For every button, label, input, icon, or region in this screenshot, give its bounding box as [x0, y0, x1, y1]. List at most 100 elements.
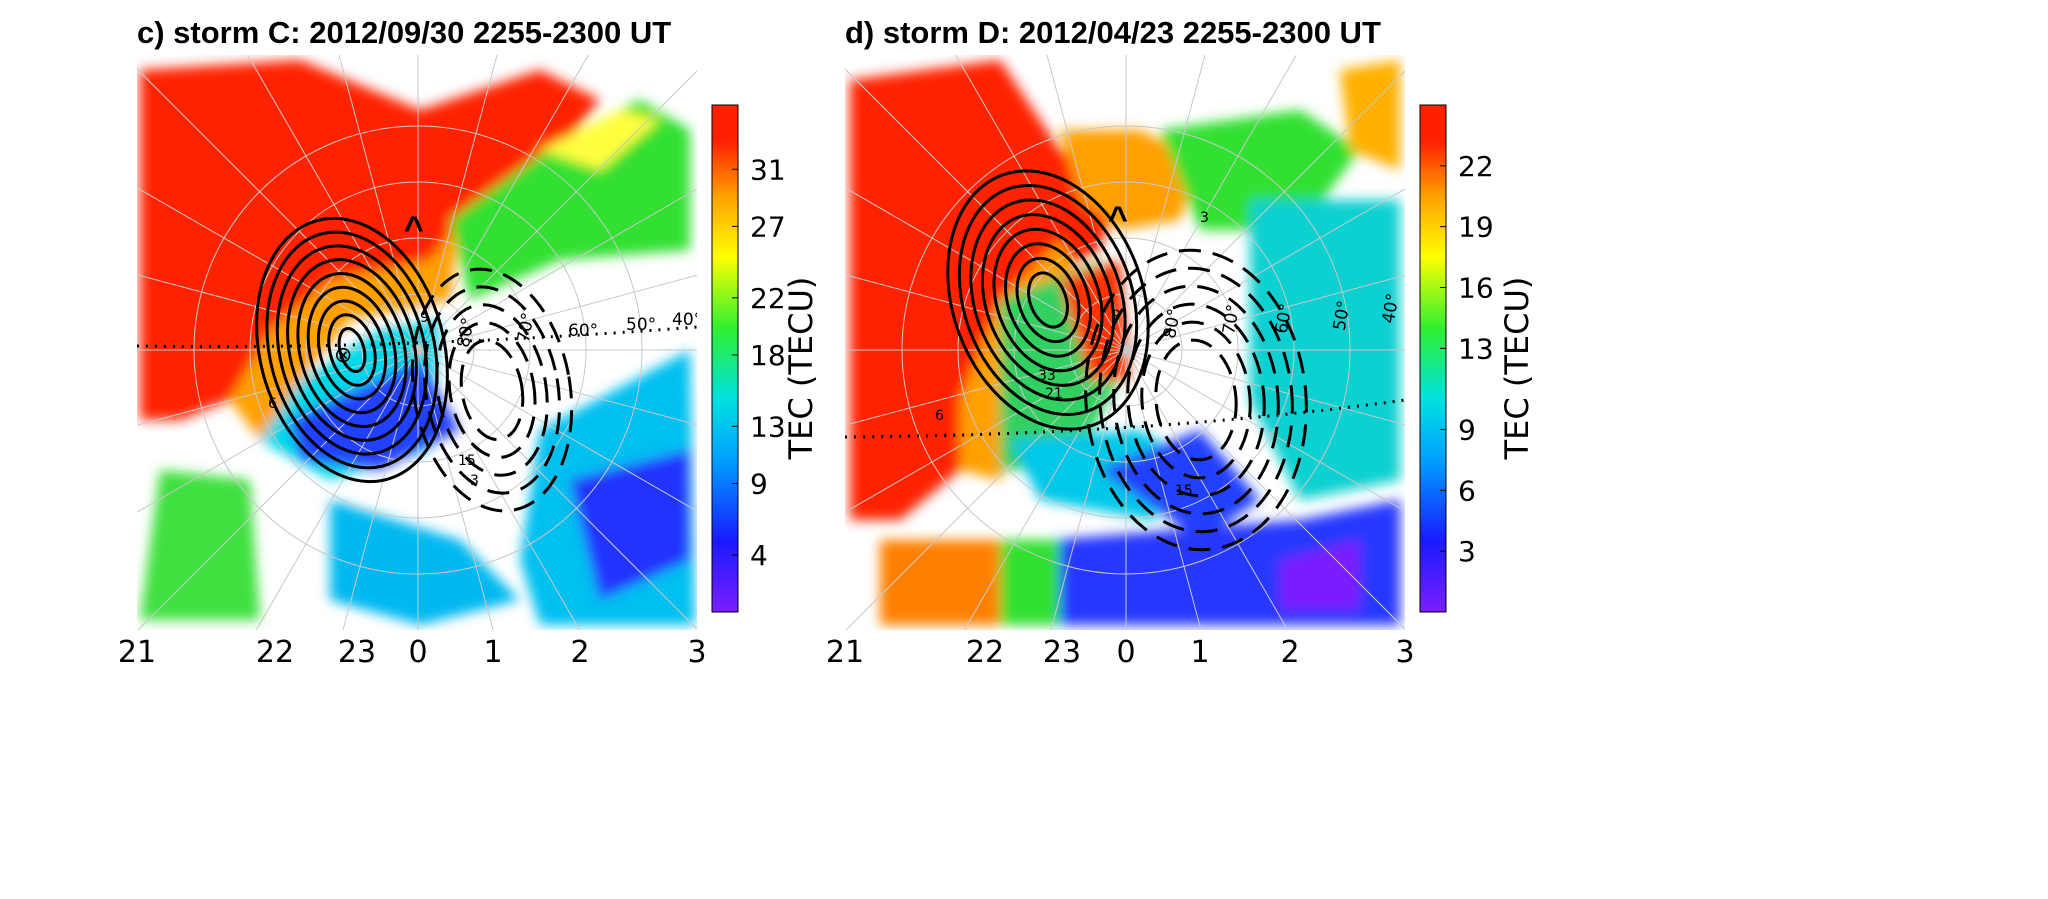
meridian-line — [1125, 349, 1405, 426]
colorbar-gradient — [1419, 104, 1447, 613]
meridian-line — [255, 349, 419, 630]
positive-contour — [286, 258, 418, 442]
meridian-line — [963, 349, 1127, 630]
meridian-line — [417, 349, 697, 630]
potential-maximum-marker: ^ — [1108, 200, 1128, 238]
colorbar-tick-label: 22 — [750, 282, 786, 315]
negative-contour — [435, 303, 549, 477]
negative-contour — [1084, 248, 1308, 552]
meridian-line — [1125, 349, 1405, 630]
contour-label: 3 — [1200, 210, 1209, 226]
negative-contour — [1098, 266, 1294, 534]
positive-contour — [957, 183, 1139, 417]
positive-contour — [296, 271, 408, 429]
x-tick-label: 2 — [570, 635, 589, 670]
negative-contour — [1126, 302, 1266, 498]
meridian-line — [247, 55, 419, 351]
x-tick-label: 0 — [1116, 635, 1135, 670]
panel-d: d) storm D: 2012/04/23 2255-2300 UT — [826, 15, 1536, 670]
colorbar-c-label: TEC (TECU) — [782, 277, 820, 461]
negative-contour — [423, 285, 561, 495]
colorbar-tick-label: 13 — [1458, 332, 1494, 365]
negative-contour — [1112, 284, 1280, 516]
contour-label: 33 — [1038, 368, 1056, 384]
meridian-line — [1125, 349, 1405, 512]
contour-label: 9 — [1112, 308, 1121, 324]
colorbar-d: 3 6 9 13 16 19 22 — [1419, 104, 1494, 613]
potential-contours — [946, 169, 1308, 552]
meridian-line — [1125, 70, 1405, 351]
colorbar-gradient — [711, 104, 739, 613]
colorbar-d-label: TEC (TECU) — [1498, 277, 1536, 461]
positive-contour — [980, 213, 1116, 387]
meridian-line — [1125, 274, 1405, 351]
meridian-line — [955, 55, 1127, 351]
colorbar-tick-label: 31 — [750, 153, 786, 186]
negative-contour — [410, 267, 574, 513]
colorbar-tick-label: 22 — [1458, 150, 1494, 183]
panel-c: c) storm C: 2012/09/30 2255-2300 UT 6 9 … — [118, 15, 820, 670]
meridian-line — [417, 70, 697, 351]
negative-contour — [447, 321, 537, 459]
colorbar-tick-label: 18 — [750, 339, 786, 372]
meridian-line — [137, 68, 419, 351]
meridian-line — [417, 349, 494, 630]
positive-contour — [327, 313, 377, 387]
positive-contour — [316, 299, 388, 401]
x-tick-label: 1 — [483, 635, 502, 670]
x-tick-label: 21 — [118, 635, 156, 670]
panel-d-map: 6 9 33 21 15 3 80° 70° 60° 50° 40° ^ — [845, 55, 1405, 630]
panel-c-map: 6 9 3 15 80° 70° 60° 50° 40° ⊗ ^ — [137, 55, 697, 630]
colorbar-tick-label: 19 — [1458, 211, 1494, 244]
lat-label: 50° — [626, 315, 656, 335]
x-axis-c: 21 22 23 0 1 2 3 — [118, 635, 707, 670]
positive-contour — [306, 285, 398, 415]
colorbar-tick-label: 6 — [1458, 474, 1476, 507]
lat-label: 60° — [568, 321, 598, 341]
colorbar-tick-label: 3 — [1458, 535, 1476, 568]
x-tick-label: 23 — [338, 635, 376, 670]
meridian-line — [1125, 349, 1289, 630]
x-tick-label: 22 — [966, 635, 1004, 670]
meridian-line — [417, 55, 589, 351]
positive-contour — [1003, 242, 1093, 358]
x-tick-label: 21 — [826, 635, 864, 670]
contour-label: 6 — [935, 408, 944, 424]
potential-maximum-marker: ^ — [404, 210, 424, 248]
tec-field — [850, 60, 1400, 625]
meridian-line — [417, 188, 697, 351]
potential-minimum-marker: ⊗ — [334, 342, 352, 367]
colorbar-tick-label: 9 — [750, 467, 768, 500]
positive-contour — [1027, 271, 1069, 329]
colorbar-tick-label: 4 — [750, 539, 768, 572]
meridian-line — [845, 349, 1127, 513]
contour-label: 6 — [268, 396, 277, 412]
x-tick-label: 3 — [687, 635, 706, 670]
panel-c-title: c) storm C: 2012/09/30 2255-2300 UT — [137, 15, 671, 50]
meridian-line — [1125, 55, 1206, 351]
potential-contours — [255, 216, 574, 513]
x-tick-label: 2 — [1280, 635, 1299, 670]
contour-label: 9 — [420, 310, 429, 326]
x-tick-label: 1 — [1190, 635, 1209, 670]
positive-contour — [946, 169, 1150, 431]
negative-contour — [459, 338, 525, 442]
meridian-line — [845, 349, 1127, 426]
meridian-line — [342, 349, 419, 630]
x-tick-label: 22 — [256, 635, 294, 670]
contour-label: 21 — [1045, 386, 1063, 402]
negative-contour — [1140, 320, 1252, 480]
negative-contour — [1154, 338, 1238, 462]
x-tick-label: 0 — [408, 635, 427, 670]
positive-contour — [1015, 256, 1081, 344]
x-axis-d: 21 22 23 0 1 2 3 — [826, 635, 1415, 670]
positive-contour — [969, 198, 1127, 402]
meridian-line — [137, 187, 419, 351]
colorbar-tick-label: 16 — [1458, 272, 1494, 305]
colorbar-tick-label: 27 — [750, 210, 786, 243]
positive-contour — [255, 216, 449, 484]
x-tick-label: 23 — [1043, 635, 1081, 670]
meridian-line — [1125, 55, 1297, 351]
colorbar-tick-label: 9 — [1458, 413, 1476, 446]
